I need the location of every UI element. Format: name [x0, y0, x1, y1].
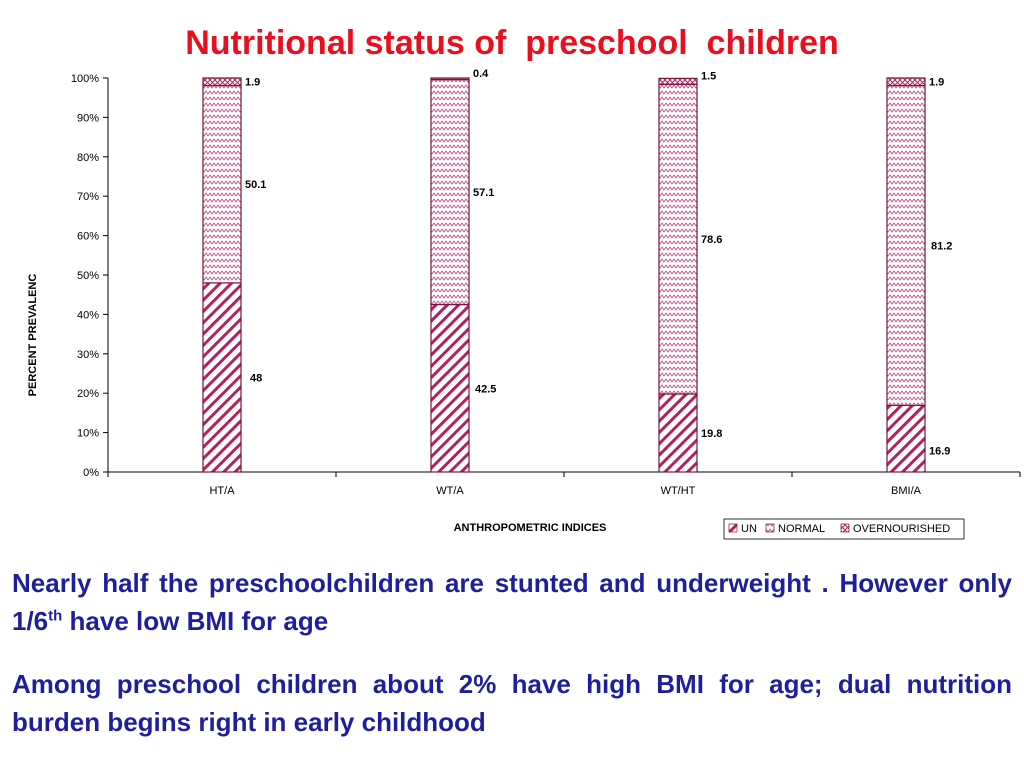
- y-tick-label: 30%: [77, 349, 99, 361]
- bar-segment: [886, 77, 926, 87]
- legend-swatch-overnourished: [840, 523, 850, 533]
- slide-title: Nutritional status of preschool children: [185, 24, 839, 62]
- data-label: 50.1: [245, 179, 266, 191]
- x-tick-label: WT/A: [436, 485, 464, 497]
- bar-segment: [658, 77, 698, 85]
- data-label: 81.2: [931, 240, 952, 252]
- data-label: 42.5: [475, 383, 496, 395]
- data-label: 78.6: [701, 234, 722, 246]
- data-label: 1.5: [701, 70, 716, 82]
- paragraph-stunting-text-end: have low BMI for age: [62, 606, 329, 636]
- stacked-bar-chart: 0% 10% 20% 30% 40% 50% 60% 70% 80% 90% 100% HT/A WT/…: [27, 68, 1021, 540]
- bar-segment: [430, 78, 470, 306]
- y-tick-label: 70%: [77, 191, 99, 203]
- bar-segment: [202, 84, 242, 284]
- legend-swatch-un: [728, 523, 738, 533]
- bar-segment: [430, 303, 470, 473]
- bar-segment: [658, 393, 698, 473]
- data-label: 16.9: [929, 446, 950, 458]
- data-label: 19.8: [701, 428, 722, 440]
- bar-segment: [886, 404, 926, 473]
- y-axis-title: PERCENT PREVALENC: [27, 274, 39, 397]
- y-tick-label: 40%: [77, 309, 99, 321]
- y-tick-label: 20%: [77, 388, 99, 400]
- bar-segment: [202, 282, 242, 473]
- legend-label-normal: NORMAL: [778, 523, 825, 535]
- bar-segment: [658, 83, 698, 395]
- superscript-th: th: [48, 607, 63, 625]
- x-tick-label: HT/A: [209, 485, 235, 497]
- data-labels: 48 50.1 1.9 42.5 57.1 0.4 19.8 78.6 1.5 16.9 81.2 1…: [245, 68, 952, 458]
- y-tick-label: 60%: [77, 231, 99, 243]
- y-tick-label: 0%: [83, 467, 99, 479]
- legend-label-overnourished: OVERNOURISHED: [853, 523, 950, 535]
- x-tick-label: WT/HT: [661, 485, 696, 497]
- data-label: 48: [250, 372, 262, 384]
- data-label: 57.1: [473, 187, 494, 199]
- y-tick-label: 90%: [77, 112, 99, 124]
- legend: UN NORMAL OVERNOURISHED: [723, 518, 965, 540]
- bars: [202, 77, 926, 473]
- paragraph-stunting: Nearly half the preschoolchildren are st…: [12, 564, 1012, 640]
- bar-segment: [430, 77, 470, 81]
- data-label: 0.4: [473, 68, 489, 80]
- y-tick-label: 50%: [77, 270, 99, 282]
- paragraph-dual-burden: Among preschool children about 2% have h…: [12, 669, 1012, 737]
- y-tick-label: 80%: [77, 152, 99, 164]
- data-label: 1.9: [929, 77, 944, 89]
- legend-swatch-normal: [765, 523, 775, 533]
- x-tick-label: BMI/A: [891, 485, 922, 497]
- legend-label-un: UN: [741, 523, 757, 535]
- y-tick-label: 10%: [77, 428, 99, 440]
- bar-segment: [886, 84, 926, 407]
- x-axis-title: ANTHROPOMETRIC INDICES: [454, 522, 607, 534]
- y-tick-label: 100%: [71, 73, 99, 85]
- data-label: 1.9: [245, 77, 260, 89]
- bar-segment: [202, 77, 242, 87]
- axes: 0% 10% 20% 30% 40% 50% 60% 70% 80% 90% 100% HT/A WT/…: [71, 73, 1021, 497]
- paragraph-stunting-text: Nearly half the preschoolchildren are st…: [12, 568, 1012, 636]
